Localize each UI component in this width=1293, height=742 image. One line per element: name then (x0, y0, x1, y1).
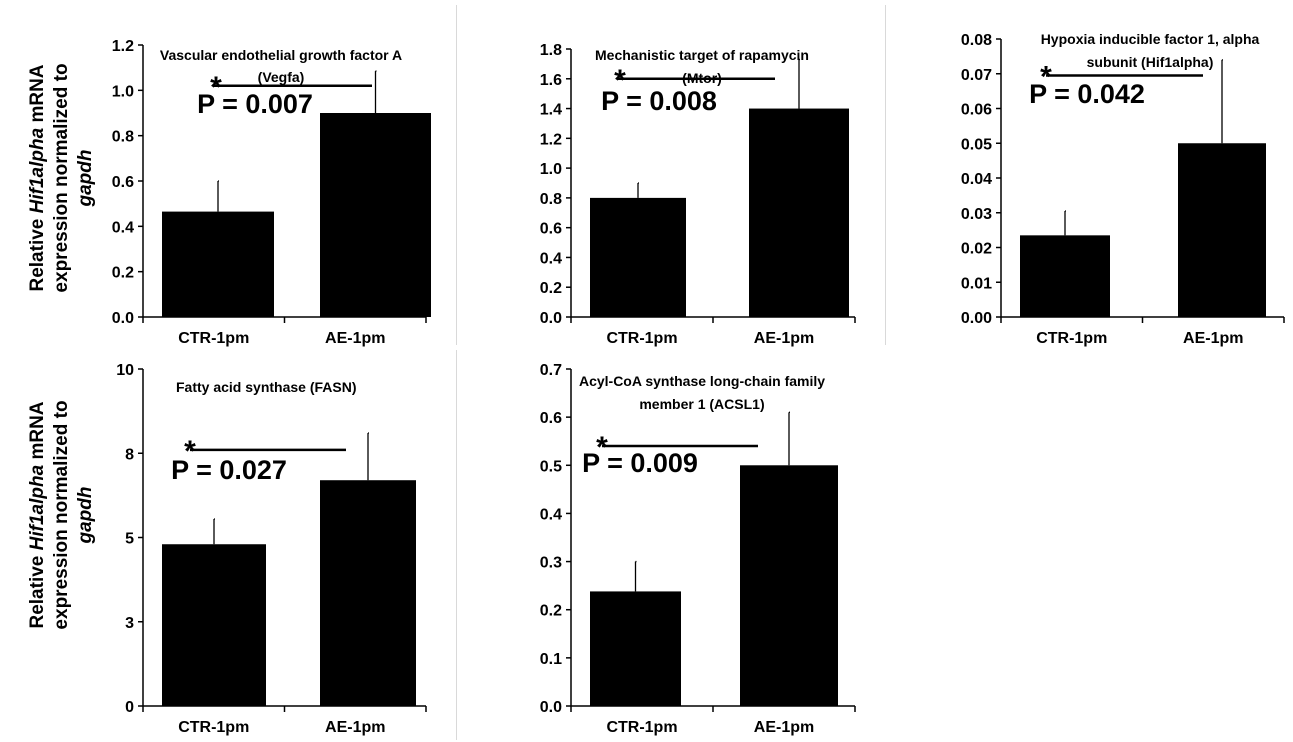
chart-5-ytick-label: 0.4 (540, 506, 562, 523)
chart-2-ytick-label: 1.6 (540, 72, 562, 89)
chart-1-ytick-label: 1.2 (112, 38, 134, 55)
chart-3-ytick-label: 0.07 (961, 67, 992, 84)
chart-1-title-line-1: Vascular endothelial growth factor A (160, 47, 402, 63)
chart-1-p-value: P = 0.007 (197, 89, 313, 119)
chart-1-ytick-label: 0.8 (112, 129, 134, 146)
chart-5-ytick-label: 0.6 (540, 410, 562, 427)
chart-2-p-value: P = 0.008 (601, 86, 717, 116)
panel-divider-2 (885, 5, 886, 345)
chart-5-category-label-1: CTR-1pm (606, 719, 677, 736)
chart-3-title-line-1: Hypoxia inducible factor 1, alpha (1041, 31, 1260, 47)
chart-2-ytick-label: 1.0 (540, 161, 562, 178)
chart-5-ytick-label: 0.0 (540, 699, 562, 716)
chart-3-ytick-label: 0.04 (961, 171, 992, 188)
chart-3-bar-2 (1178, 143, 1266, 317)
chart-1-category-label-2: AE-1pm (325, 330, 385, 347)
chart-4-bar-2 (320, 480, 416, 706)
chart-4-ytick-label: 3 (125, 615, 134, 632)
chart-3-ytick-label: 0.05 (961, 136, 992, 153)
panel-divider-1 (456, 5, 457, 345)
chart-3-significance-star: * (1040, 60, 1052, 93)
chart-1-ytick-label: 0.4 (112, 219, 134, 236)
chart-1-ytick-label: 0.6 (112, 174, 134, 191)
chart-2-ytick-label: 1.8 (540, 42, 562, 59)
chart-1-bar-2 (320, 113, 431, 317)
chart-2-bar-2 (749, 108, 849, 317)
chart-2-bar-1 (590, 197, 686, 317)
chart-3-ytick-label: 0.06 (961, 102, 992, 119)
chart-5-significance-star: * (596, 431, 608, 464)
chart-4-bar-1 (162, 544, 266, 706)
chart-2-significance-star: * (614, 64, 626, 97)
chart-2-ytick-label: 0.4 (540, 250, 562, 267)
chart-2-ytick-label: 0.2 (540, 280, 562, 297)
chart-3-title-line-2: subunit (Hif1alpha) (1087, 54, 1214, 70)
chart-4-title-line-1: Fatty acid synthase (FASN) (176, 379, 357, 395)
chart-5-bar-2 (740, 465, 838, 706)
chart-3-bar-1 (1020, 235, 1110, 317)
chart-2-category-label-2: AE-1pm (754, 330, 814, 347)
chart-5-p-value: P = 0.009 (582, 448, 698, 478)
chart-4-ytick-label: 10 (116, 362, 134, 379)
chart-5-ytick-label: 0.2 (540, 603, 562, 620)
chart-1-category-label-1: CTR-1pm (178, 330, 249, 347)
chart-4-significance-star: * (184, 435, 196, 468)
chart-4-category-label-2: AE-1pm (325, 719, 385, 736)
chart-5-ytick-label: 0.7 (540, 362, 562, 379)
chart-4-ytick-label: 8 (125, 446, 134, 463)
chart-3-category-label-1: CTR-1pm (1036, 330, 1107, 347)
chart-2-ytick-label: 0.0 (540, 310, 562, 327)
chart-3-p-value: P = 0.042 (1029, 79, 1145, 109)
chart-5-ytick-label: 0.1 (540, 651, 562, 668)
chart-5-title-line-1: Acyl-CoA synthase long-chain family (579, 373, 825, 389)
chart-5-ytick-label: 0.5 (540, 458, 562, 475)
chart-2-ytick-label: 0.8 (540, 191, 562, 208)
chart-1-bar-1 (162, 211, 274, 317)
chart-2-ytick-label: 0.6 (540, 221, 562, 238)
chart-2-ytick-label: 1.2 (540, 131, 562, 148)
chart-1-ytick-label: 0.0 (112, 310, 134, 327)
chart-3-ytick-label: 0.00 (961, 310, 992, 327)
chart-3-ytick-label: 0.01 (961, 275, 992, 292)
chart-3-ytick-label: 0.03 (961, 206, 992, 223)
chart-4-ytick-label: 0 (125, 699, 134, 716)
chart-4-category-label-1: CTR-1pm (178, 719, 249, 736)
chart-3-category-label-2: AE-1pm (1183, 330, 1243, 347)
chart-5-bar-1 (590, 591, 681, 706)
chart-1-title-line-2: (Vegfa) (258, 69, 305, 85)
chart-2-ytick-label: 1.4 (540, 102, 562, 119)
chart-1-ytick-label: 1.0 (112, 83, 134, 100)
chart-1-ytick-label: 0.2 (112, 265, 134, 282)
chart-3-ytick-label: 0.08 (961, 32, 992, 49)
chart-4-p-value: P = 0.027 (171, 455, 287, 485)
chart-4-ytick-label: 5 (125, 531, 134, 548)
chart-5-title-line-2: member 1 (ACSL1) (639, 396, 764, 412)
panel-divider-3 (456, 350, 457, 740)
chart-2-title-line-1: Mechanistic target of rapamycin (595, 47, 809, 63)
chart-5-ytick-label: 0.3 (540, 555, 562, 572)
chart-2-category-label-1: CTR-1pm (606, 330, 677, 347)
chart-5-category-label-2: AE-1pm (754, 719, 814, 736)
chart-3-ytick-label: 0.02 (961, 241, 992, 258)
chart-1-significance-star: * (210, 71, 222, 104)
